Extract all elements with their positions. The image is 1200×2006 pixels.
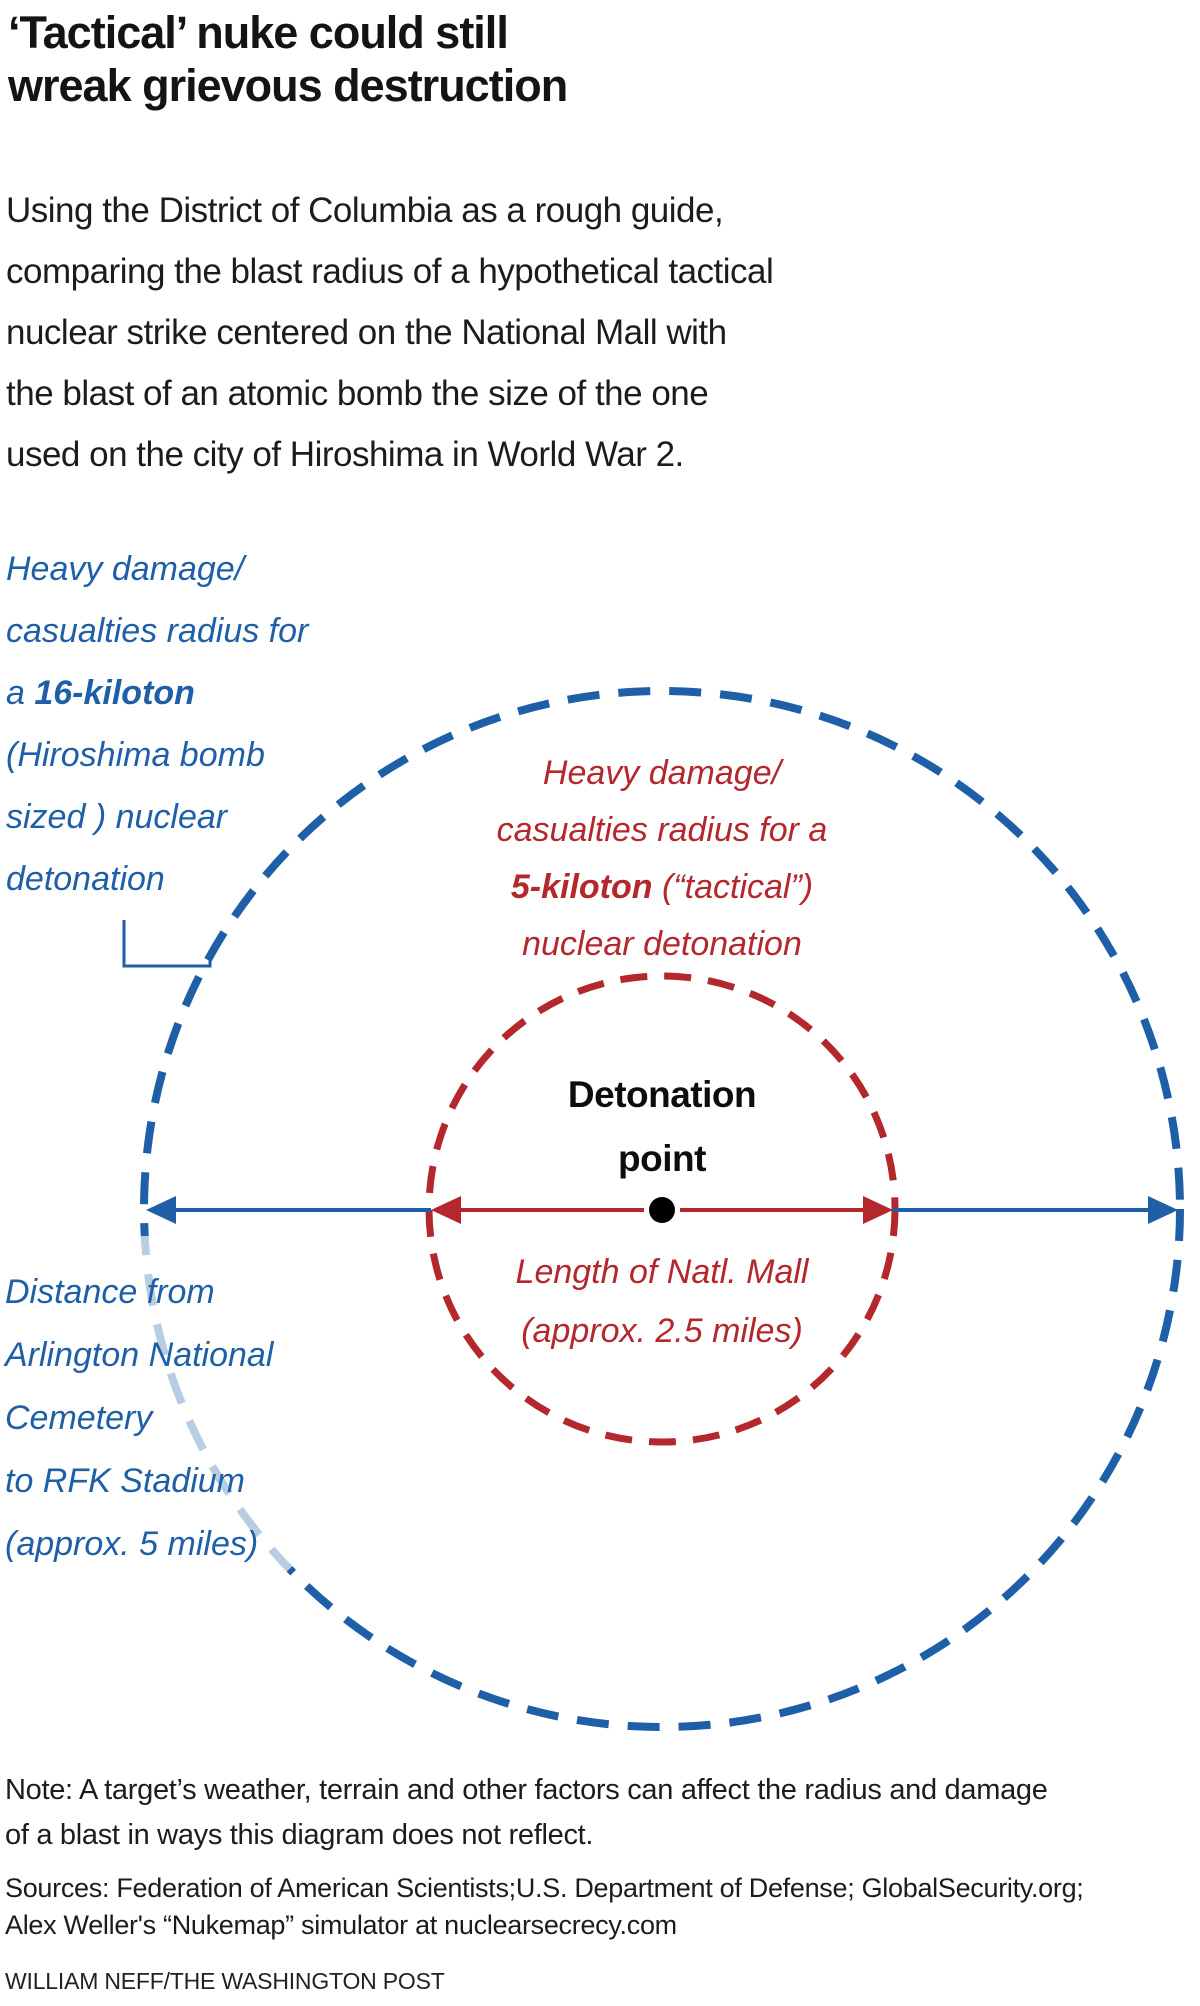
text-line: comparing the blast radius of a hypothet…: [6, 252, 774, 291]
kiloton-16-bold: 16-kiloton: [34, 674, 195, 712]
text-line: casualties radius for a: [496, 811, 828, 849]
text-line: Note: A target’s weather, terrain and ot…: [5, 1774, 1048, 1806]
text-segment: a: [6, 674, 35, 712]
text-line: (Hiroshima bomb: [6, 736, 265, 774]
text-line: Heavy damage/: [542, 754, 782, 792]
text-line: a 16-kiloton: [6, 662, 308, 724]
text-line: Length of Natl. Mall: [515, 1253, 809, 1291]
text-line: Using the District of Columbia as a roug…: [6, 191, 724, 230]
text-line: nuclear strike centered on the National …: [6, 313, 727, 352]
page-title: ‘Tactical’ nuke could still wreak grievo…: [8, 6, 568, 112]
text-line: Alex Weller's “Nukemap” simulator at nuc…: [5, 1910, 677, 1940]
text-line: casualties radius for: [6, 612, 309, 650]
text-line: (approx. 5 miles): [5, 1525, 259, 1563]
detonation-point-label: Detonation point: [412, 1063, 912, 1191]
note-text: Note: A target’s weather, terrain and ot…: [5, 1768, 1048, 1858]
text-line: to RFK Stadium: [5, 1462, 245, 1500]
text-line: Arlington National: [5, 1336, 274, 1374]
text-line: Cemetery: [5, 1399, 153, 1437]
distance-label: Distance from Arlington National Cemeter…: [5, 1261, 273, 1576]
red-arrowhead-right-icon: [863, 1196, 893, 1224]
detonation-point-dot: [649, 1197, 675, 1223]
red-arrowhead-left-icon: [431, 1196, 461, 1224]
red-circle-label: Heavy damage/ casualties radius for a 5-…: [362, 745, 962, 973]
mall-length-label: Length of Natl. Mall (approx. 2.5 miles): [362, 1243, 962, 1361]
text-line: nuclear detonation: [522, 925, 802, 963]
text-segment: (“tactical”): [652, 868, 814, 906]
text-line: of a blast in ways this diagram does not…: [5, 1819, 594, 1851]
byline-credit: WILLIAM NEFF/THE WASHINGTON POST: [5, 1968, 445, 1994]
blue-circle-label: Heavy damage/ casualties radius for a 16…: [6, 538, 308, 910]
blue-arrowhead-right-icon: [1148, 1196, 1178, 1224]
blue-arrowhead-left-icon: [146, 1196, 176, 1224]
text-line: point: [618, 1138, 706, 1179]
text-line: Distance from: [5, 1273, 215, 1311]
connector-line: [122, 920, 212, 968]
text-line: the blast of an atomic bomb the size of …: [6, 374, 709, 413]
text-line: Detonation: [567, 1074, 757, 1115]
kiloton-5-bold: 5-kiloton: [510, 868, 653, 906]
text-line: Sources: Federation of American Scientis…: [5, 1873, 1084, 1903]
intro-paragraph: Using the District of Columbia as a roug…: [6, 180, 774, 485]
title-line: ‘Tactical’ nuke could still: [8, 7, 509, 58]
title-line: wreak grievous destruction: [8, 60, 568, 111]
sources-text: Sources: Federation of American Scientis…: [5, 1870, 1084, 1944]
text-line: detonation: [6, 860, 165, 898]
text-line: sized ) nuclear: [6, 798, 228, 836]
text-line: (approx. 2.5 miles): [521, 1312, 803, 1350]
text-line: used on the city of Hiroshima in World W…: [6, 435, 684, 474]
text-line: 5-kiloton (“tactical”): [362, 859, 962, 916]
blue-blast-circle: [140, 687, 1184, 1731]
text-line: Heavy damage/: [6, 550, 245, 588]
